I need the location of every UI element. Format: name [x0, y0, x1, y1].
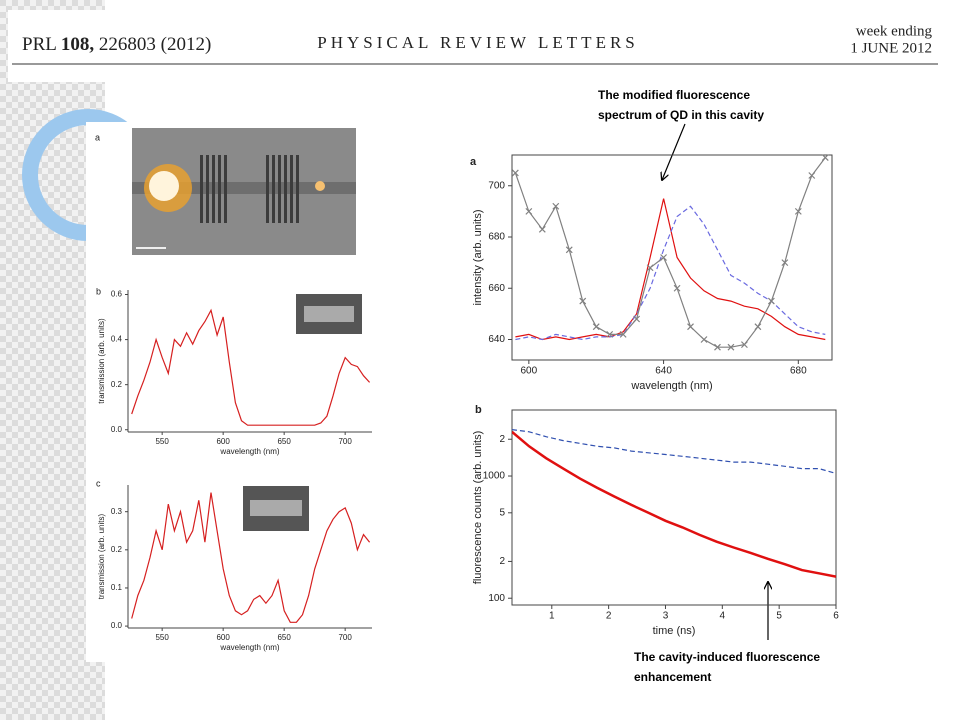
y-axis-label: transmission (arb. units): [97, 513, 106, 599]
marker: [565, 246, 573, 254]
y-tick-label: 5: [499, 507, 505, 518]
marker: [687, 323, 694, 331]
y-tick-label: 0.6: [111, 290, 123, 299]
annotation: enhancement: [634, 670, 711, 684]
marker: [700, 336, 708, 343]
y-tick-label: 700: [488, 180, 505, 191]
marker: [808, 172, 816, 179]
x-tick-label: 1: [549, 611, 555, 622]
y-tick-label: 0.2: [111, 545, 123, 554]
x-tick-label: 4: [720, 611, 726, 622]
chart: b 1 2 3 4 5 6 2 1000 5 2 100 time (ns) fluorescence c…: [472, 404, 839, 637]
inset-image: [243, 294, 362, 531]
series-line: [131, 308, 371, 426]
journal-name: PHYSICAL REVIEW LETTERS: [317, 33, 639, 52]
chart: c 550 600 650 700 0.0 0.1 0.2 0.3 wavelength (nm)…: [96, 478, 372, 652]
marker: [660, 254, 668, 261]
y-tick-label: 0.0: [111, 425, 123, 434]
x-tick-label: 650: [277, 633, 291, 642]
x-tick-label: 700: [338, 437, 352, 446]
y-tick-label: 2: [499, 434, 505, 445]
marker: [646, 264, 654, 272]
x-axis-label: wavelength (nm): [219, 447, 279, 456]
y-tick-label: 0.3: [111, 507, 123, 516]
marker: [579, 297, 587, 305]
series-line: [131, 492, 371, 623]
marker: [673, 284, 681, 292]
article: 226803 (2012): [99, 34, 211, 55]
header-bar: [8, 10, 940, 82]
marker: [767, 297, 775, 305]
y-tick-label: 100: [488, 593, 505, 604]
panel-label: a: [470, 156, 477, 168]
week-label: week ending: [856, 23, 933, 39]
y-tick-label: 660: [488, 283, 505, 294]
x-tick-label: 6: [833, 611, 839, 622]
marker: [525, 207, 533, 215]
marker: [633, 315, 641, 323]
annotation: spectrum of QD in this cavity: [598, 108, 764, 122]
x-tick-label: 3: [663, 611, 669, 622]
y-tick-label: 640: [488, 334, 505, 345]
series-line: [515, 198, 826, 341]
plot-frame: [511, 409, 837, 606]
x-tick-label: 650: [277, 437, 291, 446]
issue-date: 1 JUNE 2012: [850, 40, 932, 56]
marker: [606, 330, 614, 338]
y-tick-label: 2: [499, 556, 505, 567]
panel-label: c: [96, 478, 101, 488]
marker: [592, 323, 600, 331]
annotation: The modified fluorescence: [598, 88, 750, 102]
journal-prefix: PRL: [22, 34, 56, 55]
marker: [781, 259, 789, 267]
marker: [538, 225, 546, 233]
chart: b 550 600 650 700 0.0 0.2 0.4 0.6 wavelength (nm)…: [96, 286, 372, 456]
marker: [754, 323, 762, 331]
annotation: The cavity-induced fluorescence: [634, 650, 820, 664]
y-tick-label: 680: [488, 232, 505, 243]
x-tick-label: 600: [216, 633, 230, 642]
y-tick-label: 0.4: [111, 335, 123, 344]
marker: [740, 341, 748, 349]
panel-label: b: [96, 286, 101, 296]
panel-label: b: [475, 404, 482, 416]
sem-image: [132, 128, 356, 255]
citation: PRL 108, 226803 (2012): [22, 34, 211, 55]
panel-label: a: [95, 132, 100, 142]
x-axis-label: wavelength (nm): [219, 643, 279, 652]
x-axis-label: wavelength (nm): [630, 380, 712, 392]
marker: [727, 343, 735, 351]
annotation-arrow: [662, 123, 686, 180]
marker: [714, 343, 721, 351]
x-tick-label: 550: [155, 633, 169, 642]
marker: [511, 169, 519, 177]
y-tick-label: 1000: [483, 471, 506, 482]
marker: [619, 330, 627, 338]
x-tick-label: 640: [655, 366, 672, 377]
marker: [821, 154, 829, 161]
x-tick-label: 700: [338, 633, 352, 642]
series-line: [514, 157, 826, 348]
marker: [552, 202, 560, 210]
x-tick-label: 680: [790, 366, 807, 377]
x-tick-label: 600: [520, 366, 537, 377]
y-tick-label: 0.1: [111, 583, 123, 592]
x-tick-label: 600: [216, 437, 230, 446]
y-axis-label: transmission (arb. units): [97, 318, 106, 404]
plot-frame: [511, 154, 833, 361]
y-axis-label: fluorescence counts (arb. units): [472, 431, 484, 584]
y-tick-label: 0.2: [111, 380, 123, 389]
x-tick-label: 5: [776, 611, 782, 622]
x-tick-label: 2: [606, 611, 612, 622]
x-tick-label: 550: [155, 437, 169, 446]
volume: 108,: [61, 34, 95, 55]
x-axis-label: time (ns): [653, 625, 696, 637]
series-line: [512, 429, 836, 474]
marker: [794, 207, 802, 215]
y-axis-label: intensity (arb. units): [472, 210, 484, 306]
y-tick-label: 0.0: [111, 621, 123, 630]
series-line: [512, 430, 836, 578]
chart: a 600 640 680 640 660 680 700 wavelength (nm) int…: [470, 154, 833, 392]
